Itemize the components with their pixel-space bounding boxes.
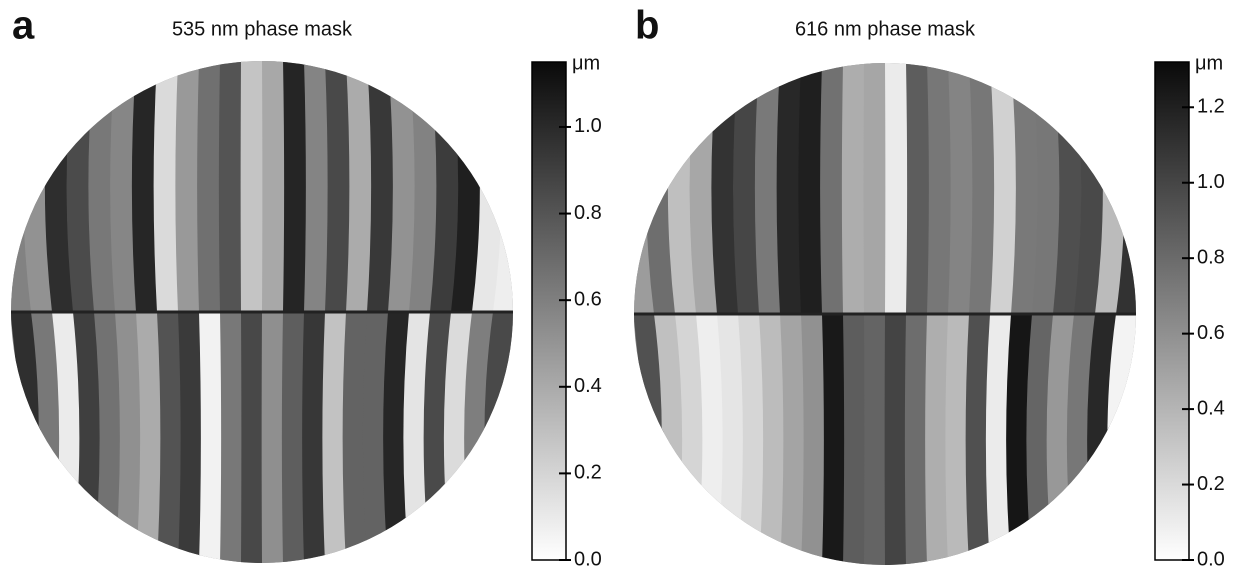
colorbar-tick-label: 0.8 <box>574 202 602 224</box>
colorbar-tick-label: 0.4 <box>1197 397 1225 419</box>
mask-stripe <box>780 314 806 565</box>
mask-stripe <box>1116 63 1136 314</box>
colorbar-tick-label: 0.2 <box>1197 473 1225 495</box>
mask-stripe <box>1026 314 1054 565</box>
mask-stripe <box>1006 314 1033 565</box>
colorbar-tick-label: 0.6 <box>574 288 602 310</box>
mask-stripe <box>178 312 203 563</box>
mask-stripe <box>218 61 242 312</box>
colorbar-tick-label: 1.2 <box>1197 96 1225 118</box>
mask-stripe <box>801 314 826 565</box>
mask-stripe <box>131 61 158 312</box>
colorbar-tick-label: 0.0 <box>1197 548 1225 570</box>
mask-stripe <box>985 314 1012 565</box>
mask-stripe <box>965 314 991 565</box>
mask-stripe <box>733 63 760 314</box>
colorbar-unit: μm <box>1195 52 1223 74</box>
mask-stripe <box>199 312 223 563</box>
colorbar-tick-label: 0.0 <box>574 548 602 570</box>
panel-title: 616 nm phase mask <box>795 18 976 40</box>
phase-mask <box>634 63 1136 565</box>
mask-stripe <box>717 314 745 565</box>
mask-stripe <box>864 314 887 565</box>
colorbar-unit: μm <box>572 52 600 74</box>
mask-stripe <box>283 61 307 312</box>
mask-stripe <box>157 312 183 563</box>
colorbar-tick-label: 0.4 <box>574 375 602 397</box>
colorbar <box>1154 61 1190 561</box>
mask-stripe <box>383 312 410 563</box>
mask-stripe <box>990 63 1017 314</box>
mask-stripe <box>754 63 781 314</box>
mask-stripe <box>863 63 886 314</box>
mask-stripe <box>240 61 263 312</box>
mask-stripe <box>261 312 284 563</box>
mask-stripe <box>776 63 802 314</box>
mask-stripe <box>175 61 200 312</box>
mask-stripe <box>325 61 350 312</box>
mask-stripe <box>262 61 285 312</box>
mask-stripe <box>841 63 865 314</box>
panel-title: 535 nm phase mask <box>172 18 353 40</box>
mask-stripe <box>281 312 305 563</box>
mask-stripe <box>822 314 846 565</box>
mask-stripe <box>759 314 786 565</box>
mask-stripe <box>948 63 973 314</box>
mask-stripe <box>346 61 372 312</box>
mask-stripe <box>1107 314 1136 565</box>
mask-stripe <box>94 312 122 563</box>
mask-stripe <box>388 61 415 312</box>
mask-stripe <box>484 312 513 563</box>
mask-stripe <box>884 314 907 565</box>
colorbar-tick-label: 1.0 <box>1197 171 1225 193</box>
mask-stripe <box>927 63 951 314</box>
mask-stripe <box>969 63 995 314</box>
mask-stripe <box>115 312 142 563</box>
colorbar-tick-label: 0.8 <box>1197 246 1225 268</box>
colorbar-tick-label: 0.2 <box>574 462 602 484</box>
mask-stripe <box>362 312 389 563</box>
colorbar-tick-label: 1.0 <box>574 115 602 137</box>
mask-stripe <box>738 314 765 565</box>
phase-mask <box>11 61 513 563</box>
mask-stripe <box>493 61 513 312</box>
mask-stripe <box>220 312 244 563</box>
mask-stripe <box>798 63 823 314</box>
mask-stripe <box>904 314 928 565</box>
mask-stripe <box>906 63 930 314</box>
mask-stripe <box>136 312 163 563</box>
mask-stripe <box>885 63 908 314</box>
mask-stripe <box>403 312 431 563</box>
mask-stripe <box>153 61 179 312</box>
mask-stripe <box>945 314 970 565</box>
mask-stripe <box>1011 63 1038 314</box>
mask-stripe <box>342 312 368 563</box>
mask-stripe <box>820 63 844 314</box>
colorbar <box>531 61 567 561</box>
panel-label: b <box>635 4 659 48</box>
colorbar-tick-label: 0.6 <box>1197 322 1225 344</box>
mask-stripe <box>843 314 867 565</box>
mask-stripe <box>304 61 328 312</box>
mask-stripe <box>241 312 264 563</box>
mask-stripe <box>367 61 394 312</box>
mask-stripe <box>322 312 347 563</box>
mask-stripe <box>925 314 949 565</box>
mask-stripe <box>110 61 137 312</box>
mask-stripe <box>302 312 326 563</box>
mask-stripe <box>197 61 221 312</box>
panel-label: a <box>12 4 35 48</box>
